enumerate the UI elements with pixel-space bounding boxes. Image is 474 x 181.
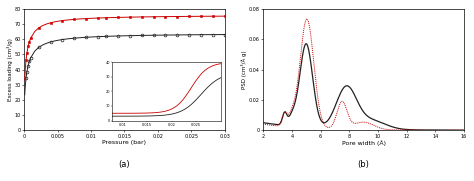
Text: (a): (a) — [118, 160, 130, 169]
Y-axis label: PSD (cm³/Å g): PSD (cm³/Å g) — [241, 50, 247, 89]
Y-axis label: Excess loading (cm³/g): Excess loading (cm³/g) — [7, 38, 13, 101]
Text: (b): (b) — [357, 160, 369, 169]
X-axis label: Pore width (Å): Pore width (Å) — [342, 140, 385, 146]
X-axis label: Pressure (bar): Pressure (bar) — [102, 140, 146, 145]
